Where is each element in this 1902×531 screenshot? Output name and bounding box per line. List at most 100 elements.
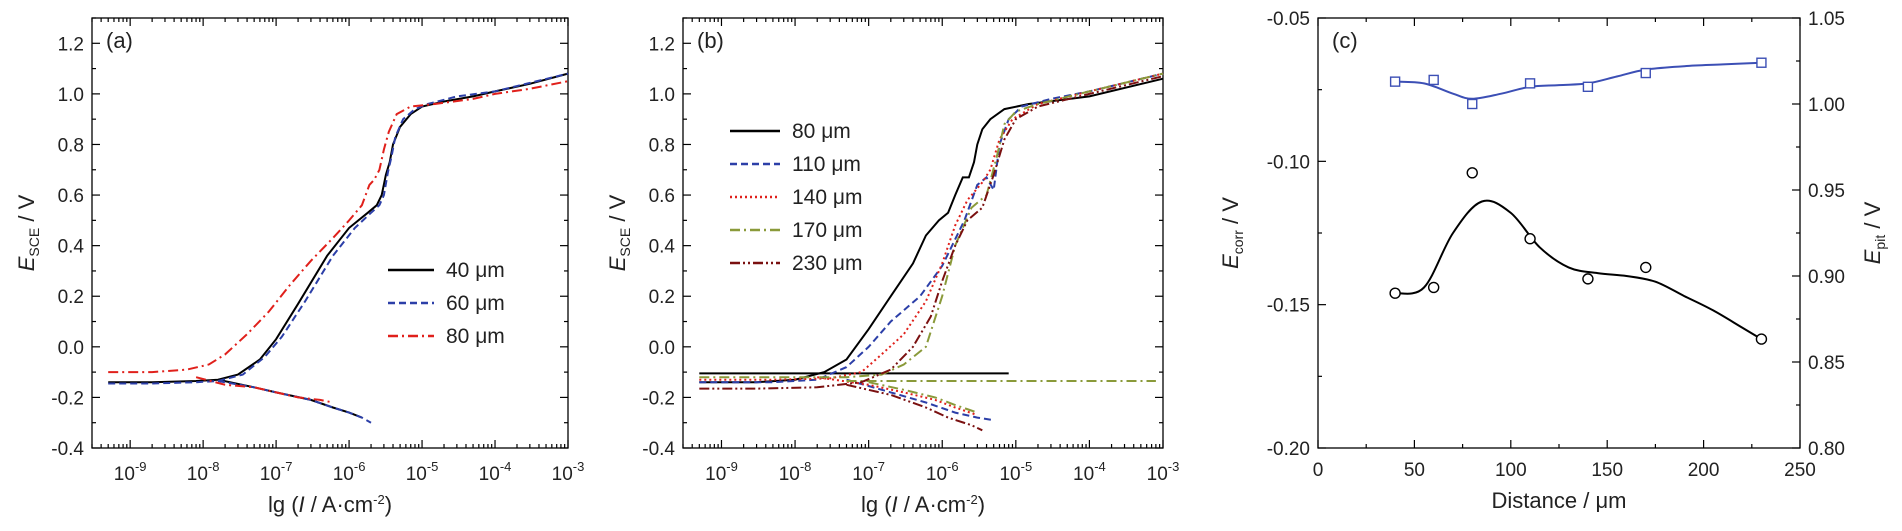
series-80um — [699, 77, 1164, 384]
panel-label: (b) — [697, 28, 724, 53]
series-line — [108, 80, 569, 374]
y-left-axis-label: Ecorr / V — [1218, 197, 1246, 269]
x-tick-label: 10-8 — [779, 459, 812, 485]
y-tick-label: -0.4 — [642, 439, 675, 460]
y-tick-label: -0.4 — [51, 439, 84, 460]
series-line — [108, 72, 569, 384]
fit-curve — [1395, 61, 1762, 100]
x-tick-label: 10-5 — [406, 459, 439, 485]
legend-entry: 60 μm — [446, 292, 505, 315]
data-point — [1755, 333, 1768, 345]
series-line — [699, 72, 1164, 379]
y-right-tick-label: 0.85 — [1808, 353, 1845, 374]
x-axis-label: lg (I / A·cm-2) — [861, 492, 985, 517]
fit-curve — [1394, 199, 1762, 340]
series-230um — [699, 75, 1164, 432]
y-right-tick-label: 0.95 — [1808, 181, 1845, 202]
series-line — [817, 376, 978, 417]
data-point — [1466, 167, 1478, 179]
x-tick-label: 200 — [1688, 460, 1720, 481]
y-tick-label: 0.8 — [649, 135, 675, 156]
plot-frame — [682, 17, 1164, 449]
series-80um — [108, 80, 569, 404]
series-line — [195, 376, 334, 404]
y-left-tick-label: -0.15 — [1267, 296, 1310, 317]
x-tick-label: 10-6 — [926, 459, 959, 485]
x-tick-label: 10-8 — [187, 459, 220, 485]
data-point — [1524, 233, 1536, 245]
x-tick-label: 10-9 — [705, 459, 738, 485]
x-tick-label: 10-5 — [999, 459, 1032, 485]
legend-entry: 110 μm — [792, 153, 861, 176]
y-tick-label: 0.2 — [58, 287, 84, 308]
y-tick-label: 1.0 — [58, 85, 84, 106]
x-tick-label: 10-6 — [333, 459, 366, 485]
x-tick-label: 10-9 — [114, 459, 147, 485]
series-60um — [108, 72, 569, 424]
x-tick-label: 10-3 — [552, 459, 585, 485]
series-line — [699, 72, 1164, 381]
series-110um — [699, 72, 1164, 422]
data-point — [1756, 57, 1767, 68]
series-line — [217, 380, 372, 424]
y-tick-label: 0.6 — [649, 186, 675, 207]
series-line — [846, 378, 994, 422]
panel-label: (c) — [1332, 28, 1358, 53]
y-tick-label: 0.8 — [58, 135, 84, 156]
series-170um — [699, 72, 1164, 414]
x-axis-label: lg (I / A·cm-2) — [268, 492, 392, 517]
plot-frame — [91, 17, 569, 449]
series-line — [846, 383, 983, 432]
data-point — [1389, 287, 1401, 299]
y-tick-label: -0.2 — [51, 388, 84, 409]
y-axis-label: ESCE / V — [14, 194, 42, 271]
y-right-axis-label: Epit / V — [1860, 201, 1888, 264]
x-axis-label: Distance / μm — [1492, 488, 1627, 513]
series-line — [699, 77, 1164, 384]
y-tick-label: 1.0 — [649, 85, 675, 106]
legend-entry: 230 μm — [792, 252, 862, 275]
x-tick-label: 50 — [1404, 460, 1425, 481]
panel-b-polarization-chart: 10-9 10-8 10-7 10-6 10-5 10-4 10-3 -0.4 -0.2 0.0 0… — [605, 17, 1180, 517]
series-line — [868, 381, 978, 414]
y-tick-label: 1.2 — [649, 34, 675, 55]
panel-label: (a) — [106, 28, 133, 53]
y-left-tick-label: -0.10 — [1267, 152, 1310, 173]
panel-c-potential-vs-distance-chart: 0 50 100 150 200 250 -0.20 -0.15 -0.10 -0.05 0.80 0… — [1218, 9, 1888, 513]
y-left-tick-label: -0.20 — [1267, 439, 1310, 460]
x-tick-label: 10-4 — [479, 459, 512, 485]
y-axis-label: ESCE / V — [605, 194, 633, 271]
y-right-tick-label: 1.00 — [1808, 95, 1845, 116]
data-point — [1640, 261, 1652, 274]
y-tick-label: 0.4 — [58, 237, 85, 258]
legend-entry: 170 μm — [792, 219, 862, 242]
y-right-tick-label: 0.90 — [1808, 267, 1845, 288]
y-tick-label: 0.6 — [58, 186, 84, 207]
data-point — [1389, 76, 1401, 87]
legend-entry: 80 μm — [792, 120, 851, 143]
y-left-tick-label: -0.05 — [1267, 9, 1310, 30]
y-tick-label: 0.4 — [649, 237, 676, 258]
x-tick-label: 10-7 — [852, 459, 885, 485]
series-line — [699, 72, 1164, 384]
data-point — [1467, 98, 1478, 110]
series-line — [108, 72, 569, 385]
y-tick-label: 0.2 — [649, 287, 675, 308]
y-right-tick-label: 0.80 — [1808, 439, 1845, 460]
series-140um — [699, 72, 1164, 417]
legend-entry: 140 μm — [792, 186, 862, 209]
panel-a-polarization-chart: 10-9 10-8 10-7 10-6 10-5 10-4 10-3 -0.4 -0.2 0.0 0… — [14, 17, 585, 517]
x-tick-label: 10-3 — [1147, 459, 1180, 485]
y-right-tick-label: 1.05 — [1808, 9, 1845, 30]
x-tick-label: 0 — [1313, 460, 1324, 481]
data-point — [1524, 78, 1536, 89]
y-tick-label: 0.0 — [649, 338, 675, 359]
x-tick-label: 150 — [1591, 460, 1623, 481]
data-point — [1582, 81, 1594, 93]
data-point — [1428, 74, 1439, 86]
y-tick-label: 1.2 — [58, 34, 84, 55]
data-point — [1582, 273, 1594, 285]
x-tick-label: 100 — [1495, 460, 1527, 481]
series-e-pit — [1389, 57, 1767, 110]
